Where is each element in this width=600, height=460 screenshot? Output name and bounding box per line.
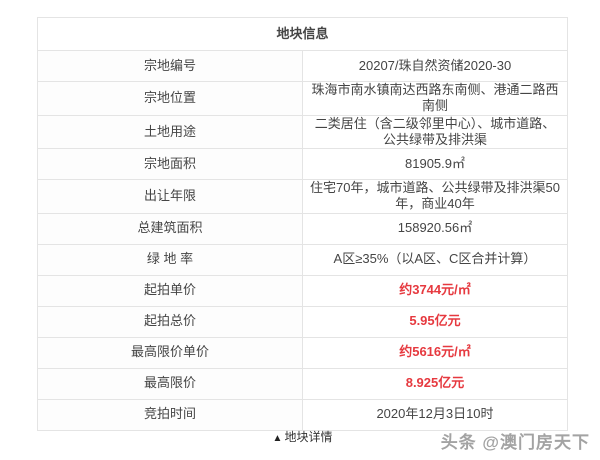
- row-label: 总建筑面积: [37, 212, 303, 245]
- row-label: 绿 地 率: [37, 243, 303, 276]
- row-label: 起拍总价: [37, 305, 303, 338]
- row-value: 珠海市南水镇南达西路东南侧、港通二路西南侧: [302, 81, 568, 116]
- table-row: 绿 地 率 A区≥35%（以A区、C区合并计算）: [37, 243, 568, 276]
- toutiao-watermark: 头条 @澳门房天下: [440, 433, 590, 452]
- table-row: 宗地编号 20207/珠自然资储2020-30: [37, 50, 568, 82]
- table-title: 地块信息: [37, 17, 568, 51]
- collapse-triangle-icon: ▲: [272, 433, 283, 444]
- row-label: 宗地面积: [37, 148, 303, 180]
- table-row: 出让年限 住宅70年，城市道路、公共绿带及排洪渠50年，商业40年: [37, 179, 568, 214]
- row-label: 最高限价单价: [37, 336, 303, 369]
- table-row: 宗地面积 81905.9㎡: [37, 148, 568, 180]
- table-row: 起拍总价 5.95亿元: [37, 305, 568, 338]
- row-label: 土地用途: [37, 114, 303, 149]
- row-value: 约5616元/㎡: [302, 336, 568, 369]
- row-value: 二类居住（含二级邻里中心）、城市道路、公共绿带及排洪渠: [302, 114, 568, 149]
- row-value: 20207/珠自然资储2020-30: [302, 50, 568, 82]
- row-label: 最高限价: [37, 367, 303, 400]
- table-row: 最高限价 8.925亿元: [37, 367, 568, 400]
- row-label: 起拍单价: [37, 274, 303, 307]
- row-label: 出让年限: [37, 179, 303, 214]
- row-label: 宗地编号: [37, 50, 303, 82]
- row-value: 5.95亿元: [302, 305, 568, 338]
- row-value: 158920.56㎡: [302, 212, 568, 245]
- row-value: 约3744元/㎡: [302, 274, 568, 307]
- row-label: 宗地位置: [37, 81, 303, 116]
- parcel-detail-toggle[interactable]: ▲ 地块详情: [37, 428, 568, 445]
- row-value: 住宅70年，城市道路、公共绿带及排洪渠50年，商业40年: [302, 179, 568, 214]
- table-row: 总建筑面积 158920.56㎡: [37, 212, 568, 245]
- parcel-detail-toggle-label: 地块详情: [284, 430, 333, 444]
- table-row: 土地用途 二类居住（含二级邻里中心）、城市道路、公共绿带及排洪渠: [37, 114, 568, 149]
- table-row: 起拍单价 约3744元/㎡: [37, 274, 568, 307]
- table-body: 宗地编号 20207/珠自然资储2020-30 宗地位置 珠海市南水镇南达西路东…: [37, 50, 568, 431]
- table-row: 宗地位置 珠海市南水镇南达西路东南侧、港通二路西南侧: [37, 81, 568, 116]
- land-info-table: 地块信息 宗地编号 20207/珠自然资储2020-30 宗地位置 珠海市南水镇…: [37, 17, 568, 431]
- row-value: 81905.9㎡: [302, 148, 568, 180]
- row-label: 竞拍时间: [37, 398, 303, 431]
- row-value: A区≥35%（以A区、C区合并计算）: [302, 243, 568, 276]
- row-value: 8.925亿元: [302, 367, 568, 400]
- table-row: 最高限价单价 约5616元/㎡: [37, 336, 568, 369]
- row-value: 2020年12月3日10时: [302, 398, 568, 431]
- table-row: 竞拍时间 2020年12月3日10时: [37, 398, 568, 431]
